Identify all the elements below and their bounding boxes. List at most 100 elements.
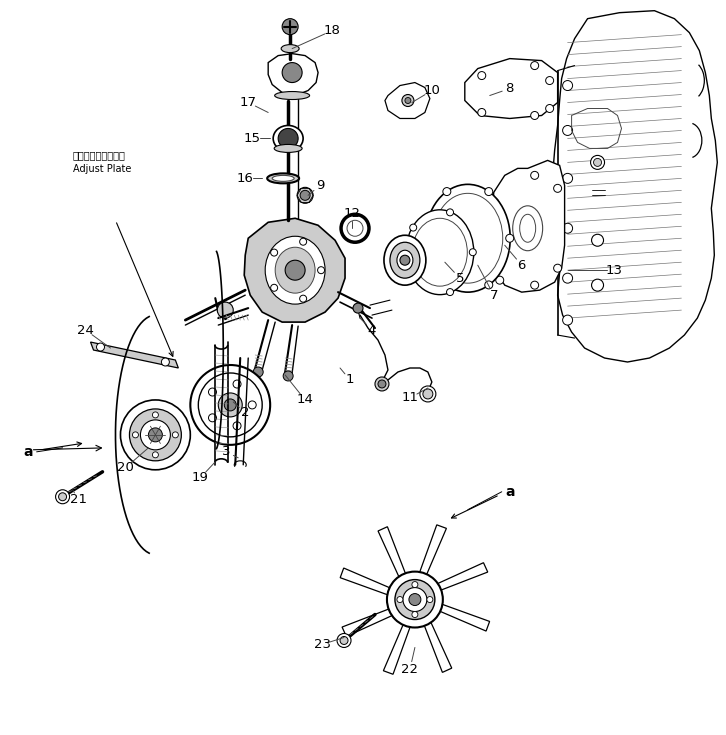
Circle shape xyxy=(97,343,105,351)
Circle shape xyxy=(563,126,573,135)
Circle shape xyxy=(402,95,414,107)
Circle shape xyxy=(297,187,313,204)
Circle shape xyxy=(217,302,233,318)
Circle shape xyxy=(531,62,539,70)
Text: 11: 11 xyxy=(401,392,418,404)
Circle shape xyxy=(395,580,435,620)
Text: a: a xyxy=(23,445,33,459)
Circle shape xyxy=(340,637,348,645)
Text: 14: 14 xyxy=(297,393,314,406)
Circle shape xyxy=(347,220,363,236)
Ellipse shape xyxy=(265,236,325,304)
Text: 8: 8 xyxy=(505,82,514,95)
Circle shape xyxy=(563,81,573,90)
Circle shape xyxy=(496,276,504,284)
Circle shape xyxy=(546,76,554,85)
Text: 9: 9 xyxy=(316,179,325,192)
Circle shape xyxy=(478,71,486,79)
Text: 10: 10 xyxy=(423,84,440,97)
Circle shape xyxy=(233,380,241,388)
Text: 19: 19 xyxy=(192,471,209,484)
Circle shape xyxy=(337,634,351,648)
Circle shape xyxy=(300,238,306,245)
Circle shape xyxy=(282,18,298,35)
Circle shape xyxy=(172,432,179,438)
Ellipse shape xyxy=(272,176,294,182)
Circle shape xyxy=(278,129,298,148)
Ellipse shape xyxy=(273,126,303,151)
Ellipse shape xyxy=(281,45,299,53)
Polygon shape xyxy=(440,604,489,631)
Circle shape xyxy=(198,373,262,437)
Circle shape xyxy=(422,234,430,243)
Circle shape xyxy=(121,400,190,470)
Circle shape xyxy=(317,267,325,273)
Circle shape xyxy=(563,223,573,233)
Circle shape xyxy=(300,190,310,201)
Circle shape xyxy=(190,365,270,445)
Circle shape xyxy=(554,184,562,193)
Text: 15: 15 xyxy=(244,132,261,145)
Text: アジャストプレート
Adjust Plate: アジャストプレート Adjust Plate xyxy=(73,151,131,174)
Circle shape xyxy=(485,187,493,196)
Circle shape xyxy=(409,594,421,606)
Circle shape xyxy=(531,282,539,289)
Circle shape xyxy=(563,273,573,283)
Circle shape xyxy=(152,452,158,458)
Circle shape xyxy=(300,295,306,302)
Circle shape xyxy=(208,388,216,396)
Text: 4: 4 xyxy=(368,323,376,337)
Circle shape xyxy=(129,409,182,461)
Text: 6: 6 xyxy=(518,259,526,272)
Circle shape xyxy=(140,420,171,450)
Circle shape xyxy=(412,581,418,587)
Polygon shape xyxy=(465,59,558,118)
Circle shape xyxy=(219,393,242,417)
Circle shape xyxy=(531,112,539,120)
Circle shape xyxy=(405,98,411,104)
Circle shape xyxy=(546,104,554,112)
Polygon shape xyxy=(340,568,390,595)
Circle shape xyxy=(554,264,562,272)
Circle shape xyxy=(485,281,493,289)
Circle shape xyxy=(563,173,573,183)
Circle shape xyxy=(161,358,169,366)
Ellipse shape xyxy=(406,209,474,295)
Circle shape xyxy=(282,62,302,82)
Circle shape xyxy=(443,187,451,196)
Circle shape xyxy=(353,303,363,313)
Circle shape xyxy=(403,587,427,612)
Circle shape xyxy=(446,289,454,295)
Ellipse shape xyxy=(425,184,510,292)
Ellipse shape xyxy=(275,247,315,293)
Polygon shape xyxy=(91,342,179,368)
Text: 16: 16 xyxy=(237,172,253,185)
Circle shape xyxy=(563,315,573,325)
Text: 18: 18 xyxy=(324,24,340,37)
Circle shape xyxy=(478,109,486,116)
Ellipse shape xyxy=(267,173,299,183)
Circle shape xyxy=(283,371,293,381)
Text: 13: 13 xyxy=(606,264,623,276)
Circle shape xyxy=(446,209,454,216)
Text: 23: 23 xyxy=(314,638,330,651)
Circle shape xyxy=(233,422,241,430)
Polygon shape xyxy=(385,82,430,118)
Text: 2: 2 xyxy=(241,406,250,420)
Circle shape xyxy=(148,428,163,442)
Circle shape xyxy=(285,260,305,280)
Circle shape xyxy=(387,572,443,628)
Text: 20: 20 xyxy=(117,462,134,474)
Ellipse shape xyxy=(274,92,309,99)
Ellipse shape xyxy=(390,243,420,278)
Polygon shape xyxy=(378,527,405,577)
Circle shape xyxy=(592,279,603,291)
Circle shape xyxy=(271,249,277,256)
Circle shape xyxy=(506,234,514,243)
Polygon shape xyxy=(552,11,717,362)
Ellipse shape xyxy=(397,250,413,270)
Circle shape xyxy=(375,377,389,391)
Circle shape xyxy=(253,367,264,377)
Circle shape xyxy=(208,414,216,422)
Circle shape xyxy=(531,171,539,179)
